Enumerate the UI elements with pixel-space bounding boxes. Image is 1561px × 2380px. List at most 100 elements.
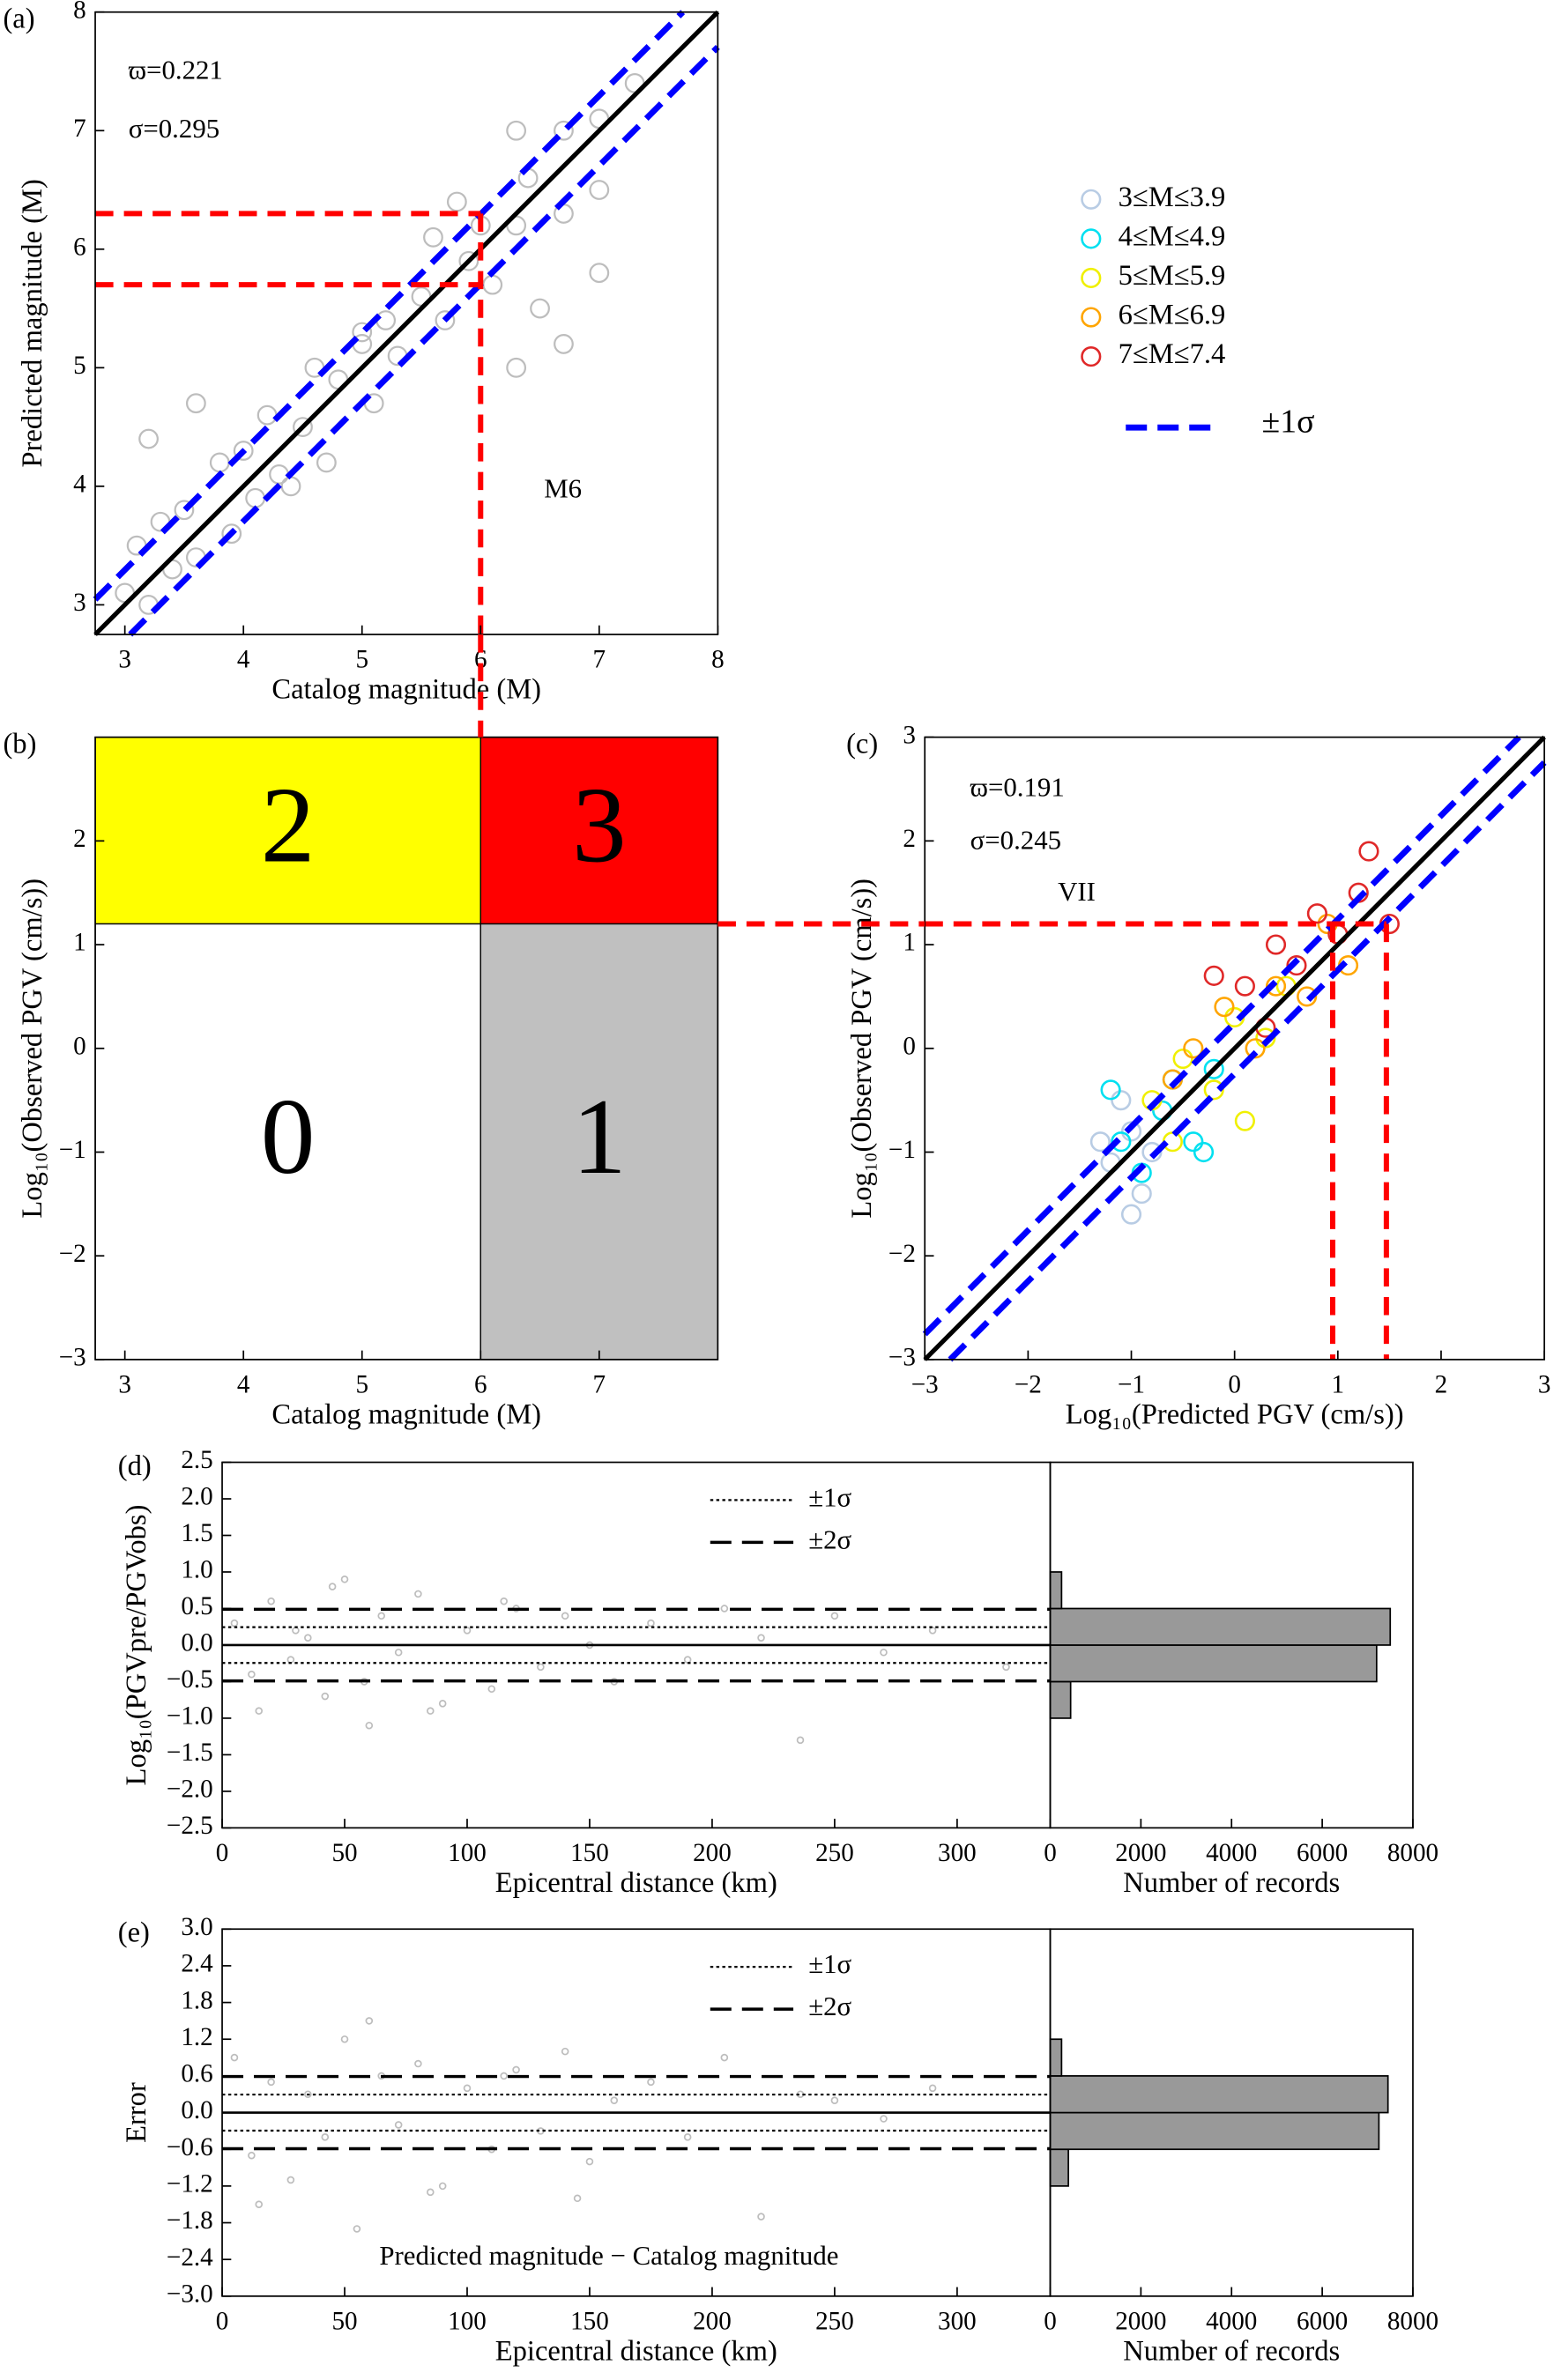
x-tick-label: 7 [593,1370,606,1398]
x-tick-label: 50 [331,2307,357,2335]
x-axis-label: Epicentral distance (km) [495,1867,777,1899]
y-tick-label: −2 [59,1240,86,1268]
point [561,2047,569,2056]
point [286,2176,295,2184]
histogram-bar [1049,2075,1389,2114]
point [512,2065,520,2074]
point [365,1721,374,1730]
point [506,357,527,378]
legend-label: 6≤M≤6.9 [1119,299,1226,330]
y-tick-label: −2 [888,1240,916,1268]
legend-label: ±1σ [1262,403,1315,440]
point [1141,1141,1163,1163]
histogram-bar [1049,1680,1072,1719]
point [394,2121,403,2129]
point [683,2133,692,2141]
point [1162,1131,1183,1153]
y-tick-label: −1.8 [167,2206,213,2235]
point [292,1627,300,1635]
point [248,1670,256,1679]
y-tick-label: 1.0 [181,1556,212,1584]
point [487,1685,496,1694]
point [138,428,159,449]
point [427,1707,435,1715]
x-tick-label: 200 [693,2307,732,2335]
point [585,2157,594,2166]
histogram-bar [1049,1644,1378,1683]
point [830,1612,839,1620]
point [1120,1204,1142,1225]
point [720,1605,729,1613]
panel-label: (b) [3,728,36,760]
point [304,2090,312,2099]
point [463,2084,472,2093]
point [537,1663,545,1672]
point [321,1692,330,1701]
region [479,923,718,1360]
x-tick-label: 0 [216,1839,229,1867]
x-tick-label: 8000 [1387,1839,1438,1867]
x-tick-label: 6 [474,646,487,674]
histogram-bar [1049,2148,1069,2187]
point [610,2096,619,2104]
point [1214,997,1235,1018]
point [255,2200,264,2208]
x-tick-label: 0 [1044,2307,1057,2335]
y-tick-label: −1 [59,1136,86,1164]
x-axis-label: Number of records [1123,2335,1340,2367]
x-tick-label: −1 [1118,1370,1145,1398]
y-tick-label: 2.5 [181,1446,212,1474]
point [573,2194,582,2203]
point [340,2035,349,2043]
point [304,1634,312,1642]
panel: −3 −2 −1 0 1 2 3 −3 −2 −1 0 1 2 3 Log₁₀(Predicted PGV … [846,182,1550,1431]
annotation: ϖ=0.191 [970,773,1065,803]
point [255,1707,264,1715]
y-axis-label: Log₁₀(PGVpre/PGVobs) [121,1505,152,1786]
region-label: 3 [572,765,627,886]
histogram-bar [1049,1607,1392,1646]
x-tick-label: 250 [815,2307,854,2335]
point [530,298,550,319]
point [1089,1131,1111,1153]
y-tick-label: 7 [73,115,86,143]
point [446,191,467,212]
point [830,2096,839,2104]
point [423,226,443,248]
x-tick-label: 6000 [1297,1839,1348,1867]
y-tick-label: 3 [73,589,86,617]
y-tick-label: 4 [73,471,86,499]
x-tick-label: 3 [118,1370,131,1398]
point [1234,975,1255,997]
x-tick-label: −2 [1015,1370,1042,1398]
x-tick-label: 250 [815,1839,854,1867]
point [280,476,301,497]
point [209,452,230,473]
y-tick-label: 6 [73,233,86,261]
point [1100,1079,1121,1101]
point [1245,1038,1266,1059]
x-tick-label: 4 [237,646,250,674]
panel-label: (d) [118,1450,152,1482]
reference-line [923,735,1546,1361]
reference-line [128,44,720,637]
y-tick-label: −2.4 [167,2243,213,2272]
reference-line [922,735,1521,1337]
x-tick-label: 0 [1044,1839,1057,1867]
legend-marker [1081,267,1102,289]
y-tick-label: 0 [903,1032,916,1060]
legend-label: ±2σ [808,1524,851,1554]
x-tick-label: 4000 [1206,1839,1257,1867]
y-tick-label: −3.0 [167,2280,213,2309]
annotation: VII [1058,877,1096,907]
y-tick-label: 3.0 [181,1913,212,1941]
legend-marker [1081,189,1102,210]
x-tick-label: 3 [118,646,131,674]
annotation: ϖ=0.221 [129,55,223,85]
point [500,2072,508,2080]
point [1120,1121,1142,1142]
y-tick-label: 3 [903,721,916,749]
annotation: M6 [544,473,582,503]
annotation: σ=0.295 [129,114,219,144]
